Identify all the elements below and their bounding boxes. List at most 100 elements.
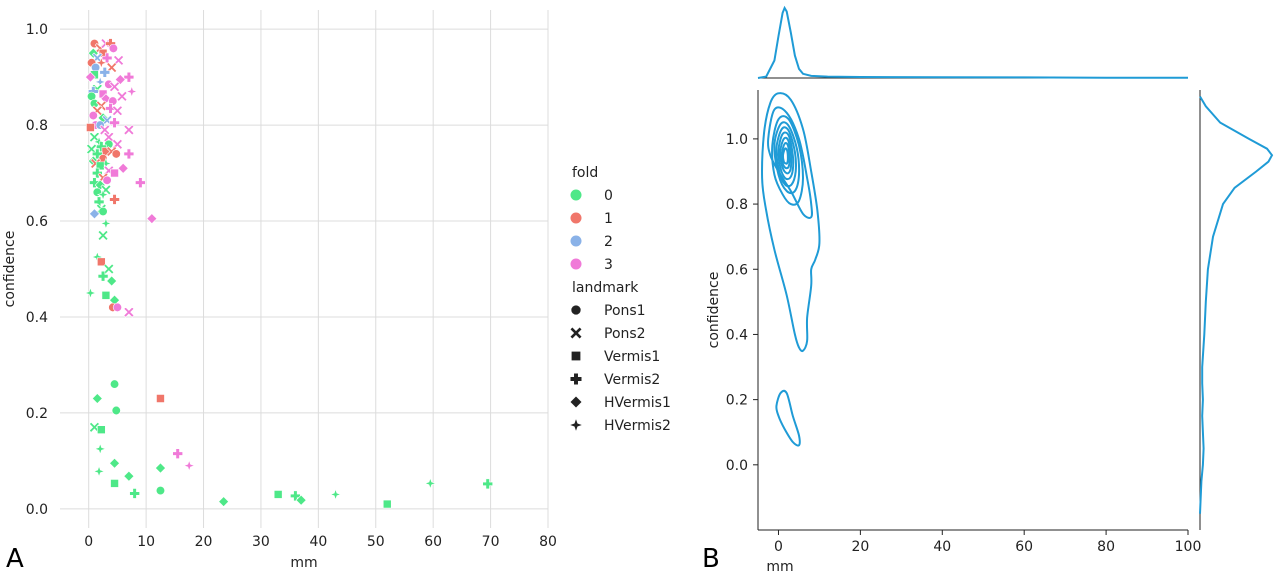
data-point <box>88 110 98 121</box>
y-axis-label: confidence <box>706 272 722 349</box>
x-tick-label: 0 <box>774 539 783 555</box>
data-point <box>103 131 115 143</box>
legend-marker <box>570 396 582 408</box>
legend-label: 0 <box>604 188 613 204</box>
kde-contour <box>761 92 821 353</box>
data-point <box>97 425 106 434</box>
data-point <box>85 71 96 83</box>
data-point <box>110 168 119 178</box>
panel-label-a: A <box>6 544 24 574</box>
legend-swatch <box>570 235 582 247</box>
data-point <box>329 488 342 501</box>
data-point <box>382 499 392 509</box>
data-point <box>106 275 118 287</box>
kde-contour <box>781 147 789 165</box>
legend-marker <box>570 419 582 431</box>
data-point <box>95 56 108 69</box>
data-point <box>89 131 100 143</box>
data-point <box>92 465 106 478</box>
y-tick-label: 0.6 <box>26 214 48 230</box>
legend-label: HVermis2 <box>604 418 671 434</box>
data-point <box>111 405 121 416</box>
data-point <box>109 457 120 469</box>
data-point <box>129 488 140 499</box>
data-point <box>102 175 112 185</box>
kde-chart-b: 0 20 40 60 80 100 0.0 0.2 0.4 0.6 0.8 1.0 mm confiden… <box>706 5 1274 575</box>
x-tick-label: 70 <box>482 534 500 550</box>
x-tick-label: 40 <box>933 539 951 555</box>
x-axis-label: mm <box>766 559 793 575</box>
kde-contour <box>771 115 805 206</box>
legend: fold 0 1 2 3 landmark Pons1 Pons2 Vermis1 Vermis2… <box>570 165 671 434</box>
kde-contour <box>775 126 797 188</box>
y-axis-label: confidence <box>2 231 18 308</box>
data-point <box>123 306 135 318</box>
data-point <box>89 177 100 188</box>
y-tick-label: 0.0 <box>726 458 748 474</box>
kde-contour <box>775 389 801 447</box>
x-tick-label: 30 <box>252 534 270 550</box>
legend-label: Pons2 <box>604 326 646 342</box>
y-tick-label: 0.6 <box>726 262 748 278</box>
data-point <box>123 71 135 83</box>
kde-contour <box>773 121 801 195</box>
kde-contour <box>777 131 795 181</box>
y-tick-label: 0.4 <box>726 327 748 343</box>
data-point <box>91 393 103 404</box>
data-point <box>172 448 183 459</box>
legend-title-fold: fold <box>572 165 598 181</box>
data-point <box>273 490 283 499</box>
data-point <box>105 103 116 114</box>
legend-swatch <box>570 258 582 270</box>
data-point <box>112 302 122 312</box>
x-tick-label: 60 <box>1015 539 1033 555</box>
legend-label: HVermis1 <box>604 395 671 411</box>
data-point <box>109 81 120 93</box>
legend-marker <box>570 327 582 339</box>
y-tick-label: 1.0 <box>26 22 48 38</box>
data-point <box>97 270 109 282</box>
data-point <box>123 148 135 160</box>
kde-contour <box>780 142 791 170</box>
data-point <box>97 257 106 267</box>
data-point <box>146 213 158 225</box>
y-tick-label: 0.8 <box>726 197 748 213</box>
data-point <box>101 291 111 300</box>
data-point <box>108 43 118 53</box>
scatter-chart-a: 0 10 20 30 40 50 60 70 80 0.0 0.2 0.4 0.6 0.8 1.0 mm con… <box>2 10 557 571</box>
data-point <box>89 208 100 220</box>
legend-label: 3 <box>604 257 613 273</box>
data-point <box>111 105 123 117</box>
data-point <box>424 477 437 490</box>
legend-title-landmark: landmark <box>572 280 639 296</box>
data-point <box>109 379 120 389</box>
y-tick-label: 1.0 <box>726 132 748 148</box>
data-point <box>117 162 129 174</box>
kde-contour <box>779 136 793 175</box>
data-point <box>89 421 100 433</box>
marginal-y-density <box>1199 95 1274 514</box>
data-point <box>114 74 126 85</box>
legend-label: 2 <box>604 234 613 250</box>
x-tick-label: 10 <box>137 534 155 550</box>
legend-swatch <box>570 189 582 201</box>
data-point <box>110 479 119 488</box>
data-point <box>155 462 166 474</box>
data-point <box>116 90 128 102</box>
data-point <box>123 124 135 136</box>
x-tick-label: 80 <box>1097 539 1115 555</box>
data-point <box>92 167 103 179</box>
x-axis-label: mm <box>290 555 317 571</box>
data-point <box>125 85 138 98</box>
data-point <box>106 62 118 73</box>
data-point <box>97 230 109 241</box>
data-point <box>86 143 98 155</box>
data-point <box>482 478 494 490</box>
data-point <box>109 194 120 205</box>
y-tick-label: 0.8 <box>26 118 48 134</box>
legend-label: Vermis1 <box>604 349 660 365</box>
data-point <box>86 123 95 132</box>
y-tick-label: 0.2 <box>726 393 748 409</box>
marginal-x-density <box>757 5 1189 79</box>
